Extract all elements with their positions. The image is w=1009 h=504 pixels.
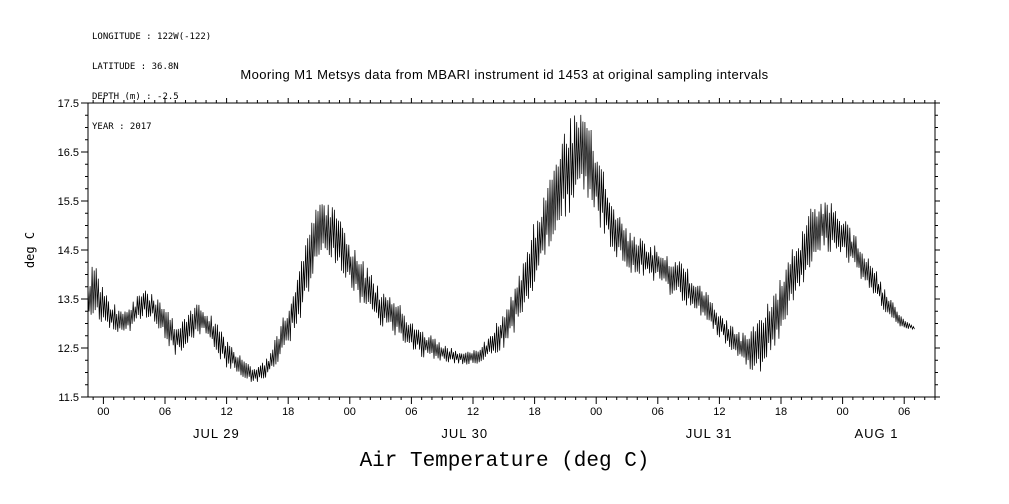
temperature-line xyxy=(88,114,915,382)
y-tick-label: 13.5 xyxy=(58,294,79,306)
x-date-label: JUL 30 xyxy=(441,426,488,441)
station-metadata: LONGITUDE : 122W(-122) LATITUDE : 36.8N … xyxy=(92,12,211,152)
y-tick-label: 16.5 xyxy=(58,147,79,159)
x-date-label: JUL 31 xyxy=(686,426,733,441)
x-tick-label: 06 xyxy=(652,406,664,418)
y-tick-label: 12.5 xyxy=(58,343,79,355)
x-tick-label: 00 xyxy=(836,406,848,418)
x-tick-label: 12 xyxy=(713,406,725,418)
metadata-longitude: LONGITUDE : 122W(-122) xyxy=(92,32,212,42)
y-tick-label: 14.5 xyxy=(58,245,79,257)
x-date-label: JUL 29 xyxy=(193,426,240,441)
x-axis-title: Air Temperature (deg C) xyxy=(359,450,650,473)
plot-title: Mooring M1 Metsys data from MBARI instru… xyxy=(240,67,769,82)
metadata-depth: DEPTH (m) : -2.5 xyxy=(92,92,179,102)
x-tick-label: 18 xyxy=(528,406,540,418)
metadata-latitude: LATITUDE : 36.8N xyxy=(92,62,179,72)
y-tick-label: 11.5 xyxy=(58,392,79,404)
x-tick-label: 06 xyxy=(159,406,171,418)
x-tick-label: 18 xyxy=(282,406,294,418)
x-tick-label: 00 xyxy=(97,406,109,418)
x-tick-label: 06 xyxy=(405,406,417,418)
x-tick-label: 00 xyxy=(344,406,356,418)
y-tick-label: 17.5 xyxy=(58,98,79,110)
x-tick-label: 00 xyxy=(590,406,602,418)
x-tick-label: 06 xyxy=(898,406,910,418)
y-tick-label: 15.5 xyxy=(58,196,79,208)
x-tick-label: 18 xyxy=(775,406,787,418)
x-date-label: AUG 1 xyxy=(854,426,898,441)
x-tick-label: 12 xyxy=(467,406,479,418)
metadata-year: YEAR : 2017 xyxy=(92,122,152,132)
x-tick-label: 12 xyxy=(220,406,232,418)
